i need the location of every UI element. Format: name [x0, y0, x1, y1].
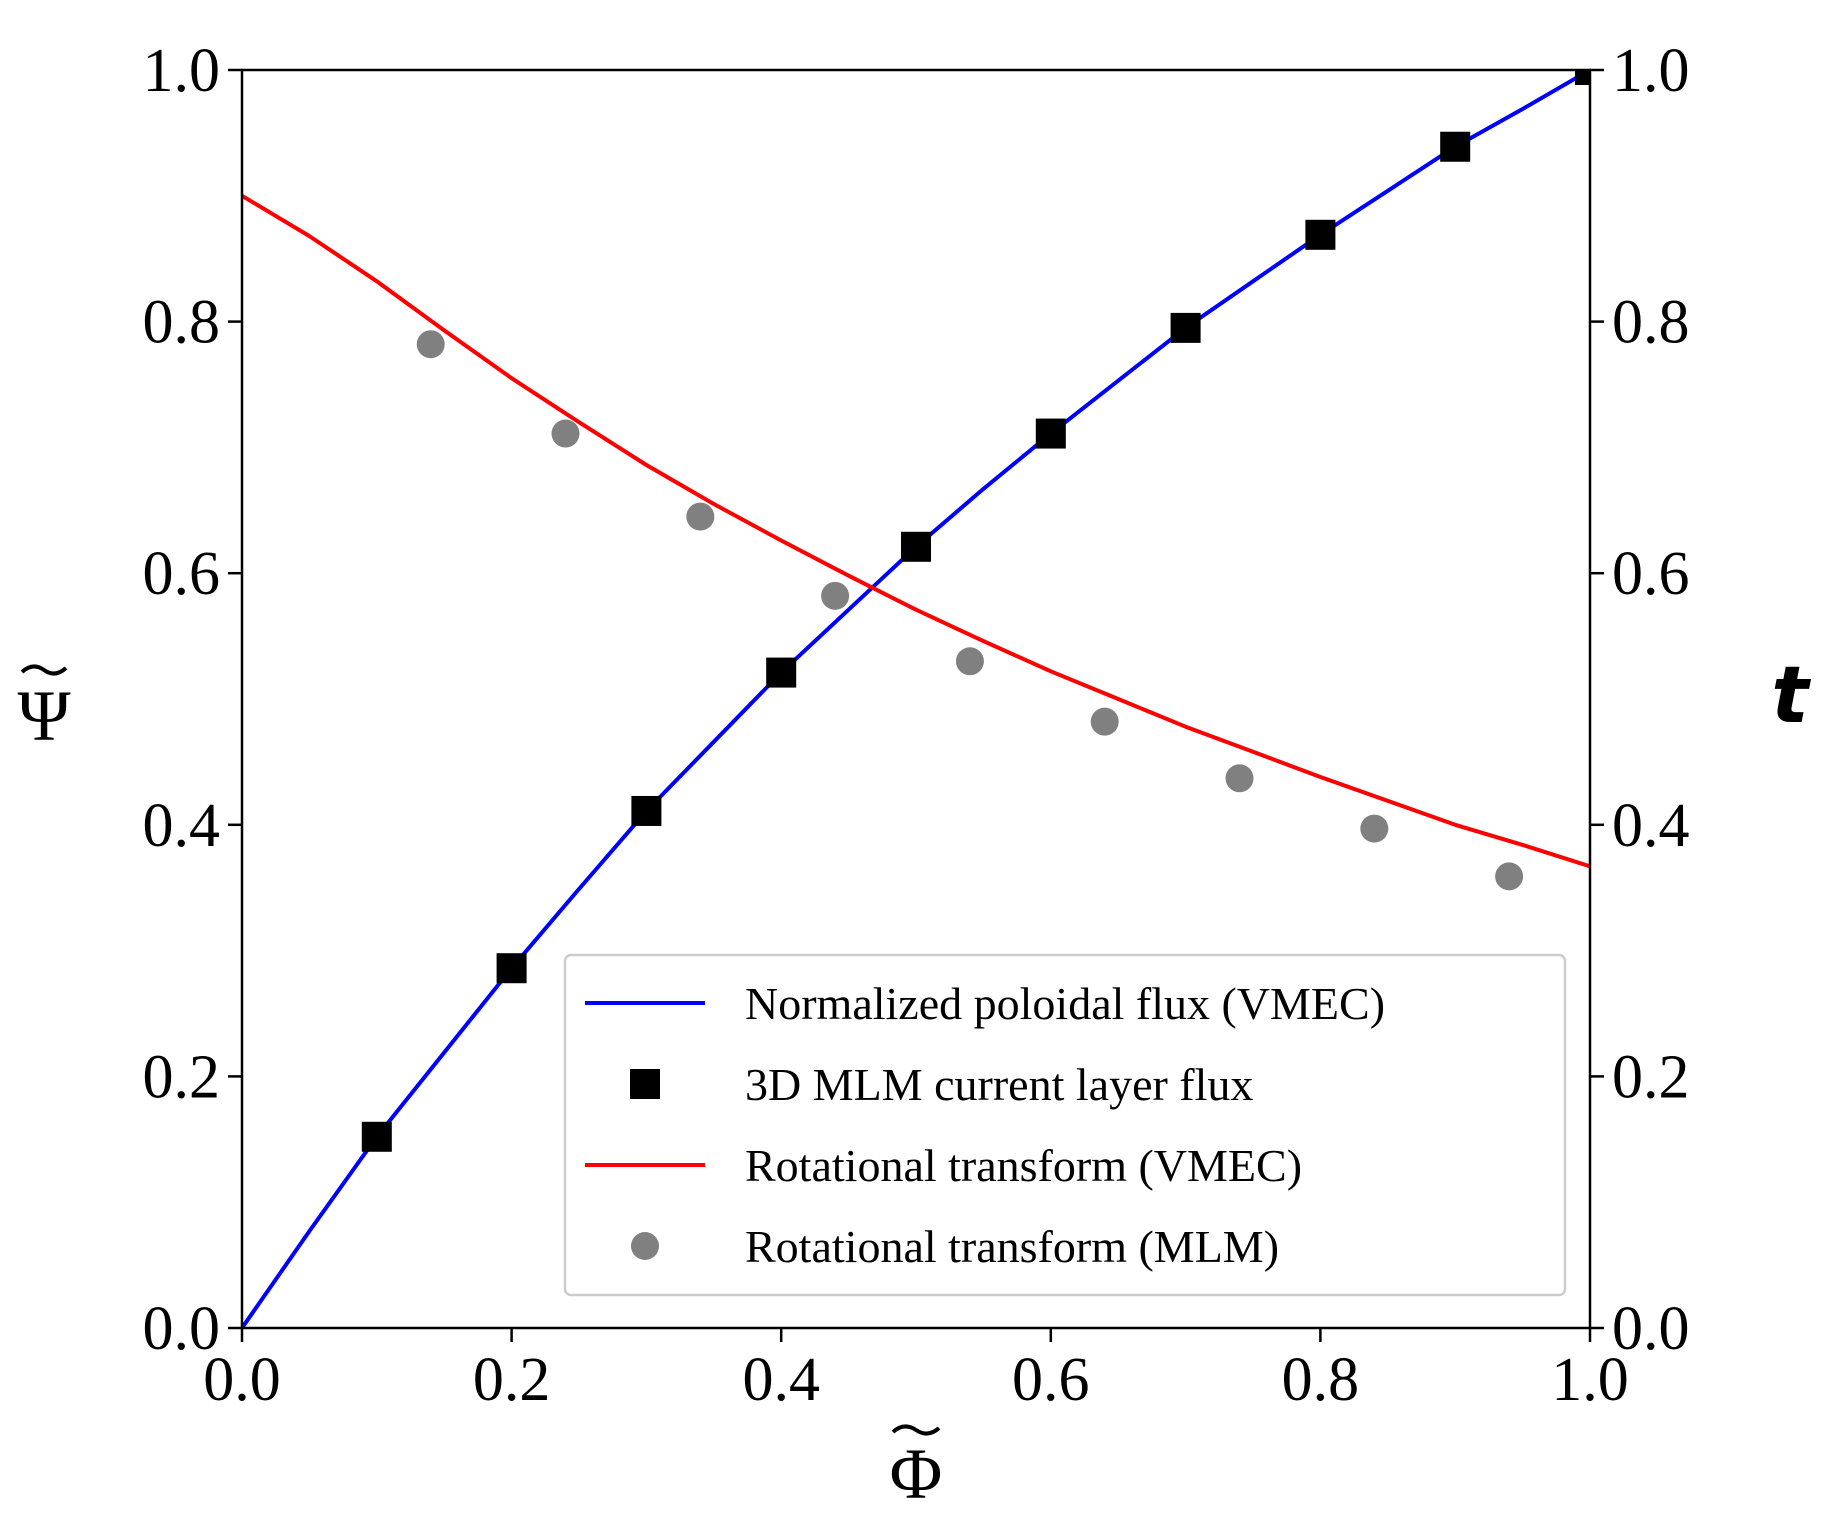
x-tick-label: 0.8	[1282, 1346, 1360, 1414]
y-right-tick-label: 0.2	[1612, 1043, 1690, 1111]
y-axis-title-left: Ψ	[17, 676, 70, 756]
x-axis-title: Φ	[890, 1434, 943, 1514]
axes-layer	[240, 68, 1592, 1330]
x-tick-label: 0.6	[1012, 1346, 1090, 1414]
legend-handle-square	[630, 1069, 660, 1099]
y-right-tick-label: 0.6	[1612, 540, 1690, 608]
y-left-tick-label: 0.4	[143, 792, 221, 860]
y-left-tick-label: 0.0	[143, 1295, 221, 1363]
flux-marker-square	[1035, 418, 1066, 449]
y-left-tick-label: 0.6	[143, 540, 221, 608]
y-right-tick-label: 0.8	[1612, 289, 1690, 357]
legend-label: Rotational transform (VMEC)	[745, 1140, 1302, 1191]
iota-marker-circle	[1495, 862, 1524, 891]
y-left-tick-label: 0.2	[143, 1043, 221, 1111]
flux-marker-square	[1575, 70, 1590, 85]
legend-label: Normalized poloidal flux (VMEC)	[745, 978, 1385, 1029]
iota-marker-circle	[686, 502, 715, 531]
y-right-tick-label: 0.0	[1612, 1295, 1690, 1363]
flux-marker-square	[766, 657, 797, 688]
plot-frame	[240, 68, 1592, 1330]
iota-marker-circle	[416, 330, 445, 359]
x-tick-label: 0.2	[473, 1346, 551, 1414]
iota-marker-circle	[955, 647, 984, 676]
x-axis-title-tilde	[891, 1424, 941, 1436]
iota-marker-circle	[821, 581, 850, 610]
flux-marker-square	[496, 953, 527, 984]
x-tick-label: 0.0	[203, 1346, 281, 1414]
y-axis-title-right: t	[1771, 651, 1811, 741]
y-left-tick-label: 1.0	[143, 37, 221, 105]
x-tick-label: 0.4	[742, 1346, 820, 1414]
ticks-layer: 0.0 0.2 0.4 0.6 0.8 1.00.00.20.40.60.81.00.00…	[143, 37, 1690, 1414]
flux-marker-square	[1440, 131, 1471, 162]
flux-marker-square	[901, 531, 931, 562]
legend-handle-circle	[631, 1232, 659, 1260]
flux-marker-square	[361, 1121, 392, 1152]
y-axis-title-left-tilde	[20, 664, 68, 676]
iota-marker-circle	[1090, 707, 1119, 736]
flux-marker-square	[1170, 312, 1201, 343]
iota-marker-circle	[551, 419, 580, 448]
legend: Normalized poloidal flux (VMEC) 3D MLM cu…	[563, 953, 1567, 1297]
plot-layer	[242, 70, 1590, 1328]
flux-marker-square	[1305, 219, 1336, 250]
legend-label: Rotational transform (MLM)	[745, 1221, 1279, 1272]
series-line-rotational-transform-vmec	[242, 194, 1590, 869]
plot-area	[242, 70, 1590, 1328]
legend-box	[563, 953, 1567, 1297]
y-left-tick-label: 0.8	[143, 289, 221, 357]
iota-marker-circle	[1225, 764, 1254, 793]
y-right-tick-label: 1.0	[1612, 37, 1690, 105]
iota-marker-circle	[1360, 814, 1389, 843]
legend-label: 3D MLM current layer flux	[745, 1059, 1253, 1110]
flux-marker-square	[631, 795, 662, 826]
y-right-tick-label: 0.4	[1612, 792, 1690, 860]
x-tick-label: 1.0	[1551, 1346, 1629, 1414]
